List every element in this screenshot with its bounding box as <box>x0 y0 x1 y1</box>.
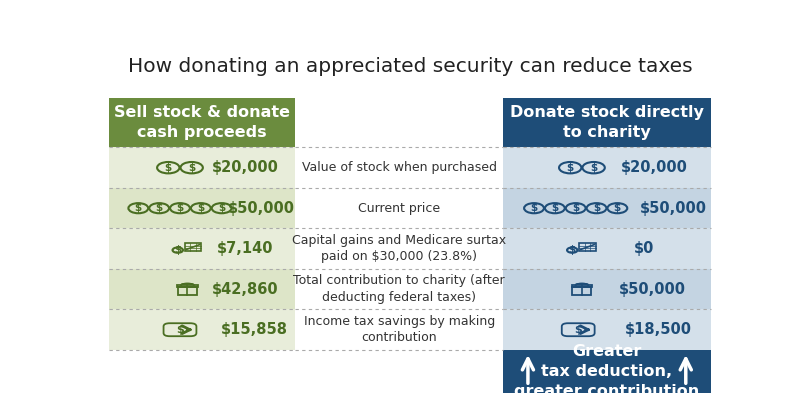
Text: $: $ <box>174 245 182 255</box>
Text: $: $ <box>574 325 582 335</box>
Text: Total contribution to charity (after
deducting federal taxes): Total contribution to charity (after ded… <box>294 275 505 304</box>
Text: $20,000: $20,000 <box>212 160 278 175</box>
FancyBboxPatch shape <box>295 98 503 148</box>
FancyBboxPatch shape <box>503 188 710 229</box>
FancyBboxPatch shape <box>295 188 503 229</box>
FancyBboxPatch shape <box>295 148 503 188</box>
Text: $7,140: $7,140 <box>217 241 274 256</box>
Text: $: $ <box>614 203 621 213</box>
Text: $: $ <box>569 245 576 255</box>
Text: $: $ <box>218 203 226 213</box>
Text: How donating an appreciated security can reduce taxes: How donating an appreciated security can… <box>128 57 692 76</box>
Text: Value of stock when purchased: Value of stock when purchased <box>302 161 497 174</box>
Text: $: $ <box>134 203 142 213</box>
FancyBboxPatch shape <box>110 188 295 229</box>
Text: $: $ <box>566 163 574 173</box>
FancyBboxPatch shape <box>110 229 295 269</box>
FancyBboxPatch shape <box>110 98 295 148</box>
Text: Sell stock & donate
cash proceeds: Sell stock & donate cash proceeds <box>114 106 290 140</box>
Text: $: $ <box>590 163 598 173</box>
Text: $: $ <box>551 203 558 213</box>
Text: $: $ <box>188 163 195 173</box>
Text: Current price: Current price <box>358 202 440 215</box>
Text: $: $ <box>593 203 600 213</box>
Text: $: $ <box>176 203 184 213</box>
FancyBboxPatch shape <box>110 148 295 188</box>
Text: $15,858: $15,858 <box>221 322 288 337</box>
Text: $: $ <box>572 203 579 213</box>
FancyBboxPatch shape <box>503 98 710 148</box>
FancyBboxPatch shape <box>503 350 710 393</box>
Text: $: $ <box>197 203 205 213</box>
FancyBboxPatch shape <box>503 148 710 188</box>
Text: $: $ <box>530 203 538 213</box>
Text: $: $ <box>176 325 184 335</box>
FancyBboxPatch shape <box>503 229 710 269</box>
Text: $42,860: $42,860 <box>212 282 278 297</box>
Text: $20,000: $20,000 <box>621 160 688 175</box>
Text: Income tax savings by making
contribution: Income tax savings by making contributio… <box>303 315 494 344</box>
Text: $50,000: $50,000 <box>619 282 686 297</box>
Text: $: $ <box>165 163 172 173</box>
Text: Capital gains and Medicare surtax
paid on $30,000 (23.8%): Capital gains and Medicare surtax paid o… <box>292 234 506 263</box>
FancyBboxPatch shape <box>295 269 503 309</box>
Text: $50,000: $50,000 <box>228 201 295 216</box>
FancyBboxPatch shape <box>503 309 710 350</box>
FancyBboxPatch shape <box>503 269 710 309</box>
Text: $50,000: $50,000 <box>640 201 707 216</box>
Text: Greater
tax deduction,
greater contribution: Greater tax deduction, greater contribut… <box>514 344 699 399</box>
Text: Donate stock directly
to charity: Donate stock directly to charity <box>510 106 704 140</box>
FancyBboxPatch shape <box>110 269 295 309</box>
FancyBboxPatch shape <box>110 309 295 350</box>
Text: $18,500: $18,500 <box>626 322 692 337</box>
Text: $: $ <box>155 203 162 213</box>
FancyBboxPatch shape <box>295 229 503 269</box>
Text: $0: $0 <box>634 241 654 256</box>
FancyBboxPatch shape <box>295 309 503 350</box>
